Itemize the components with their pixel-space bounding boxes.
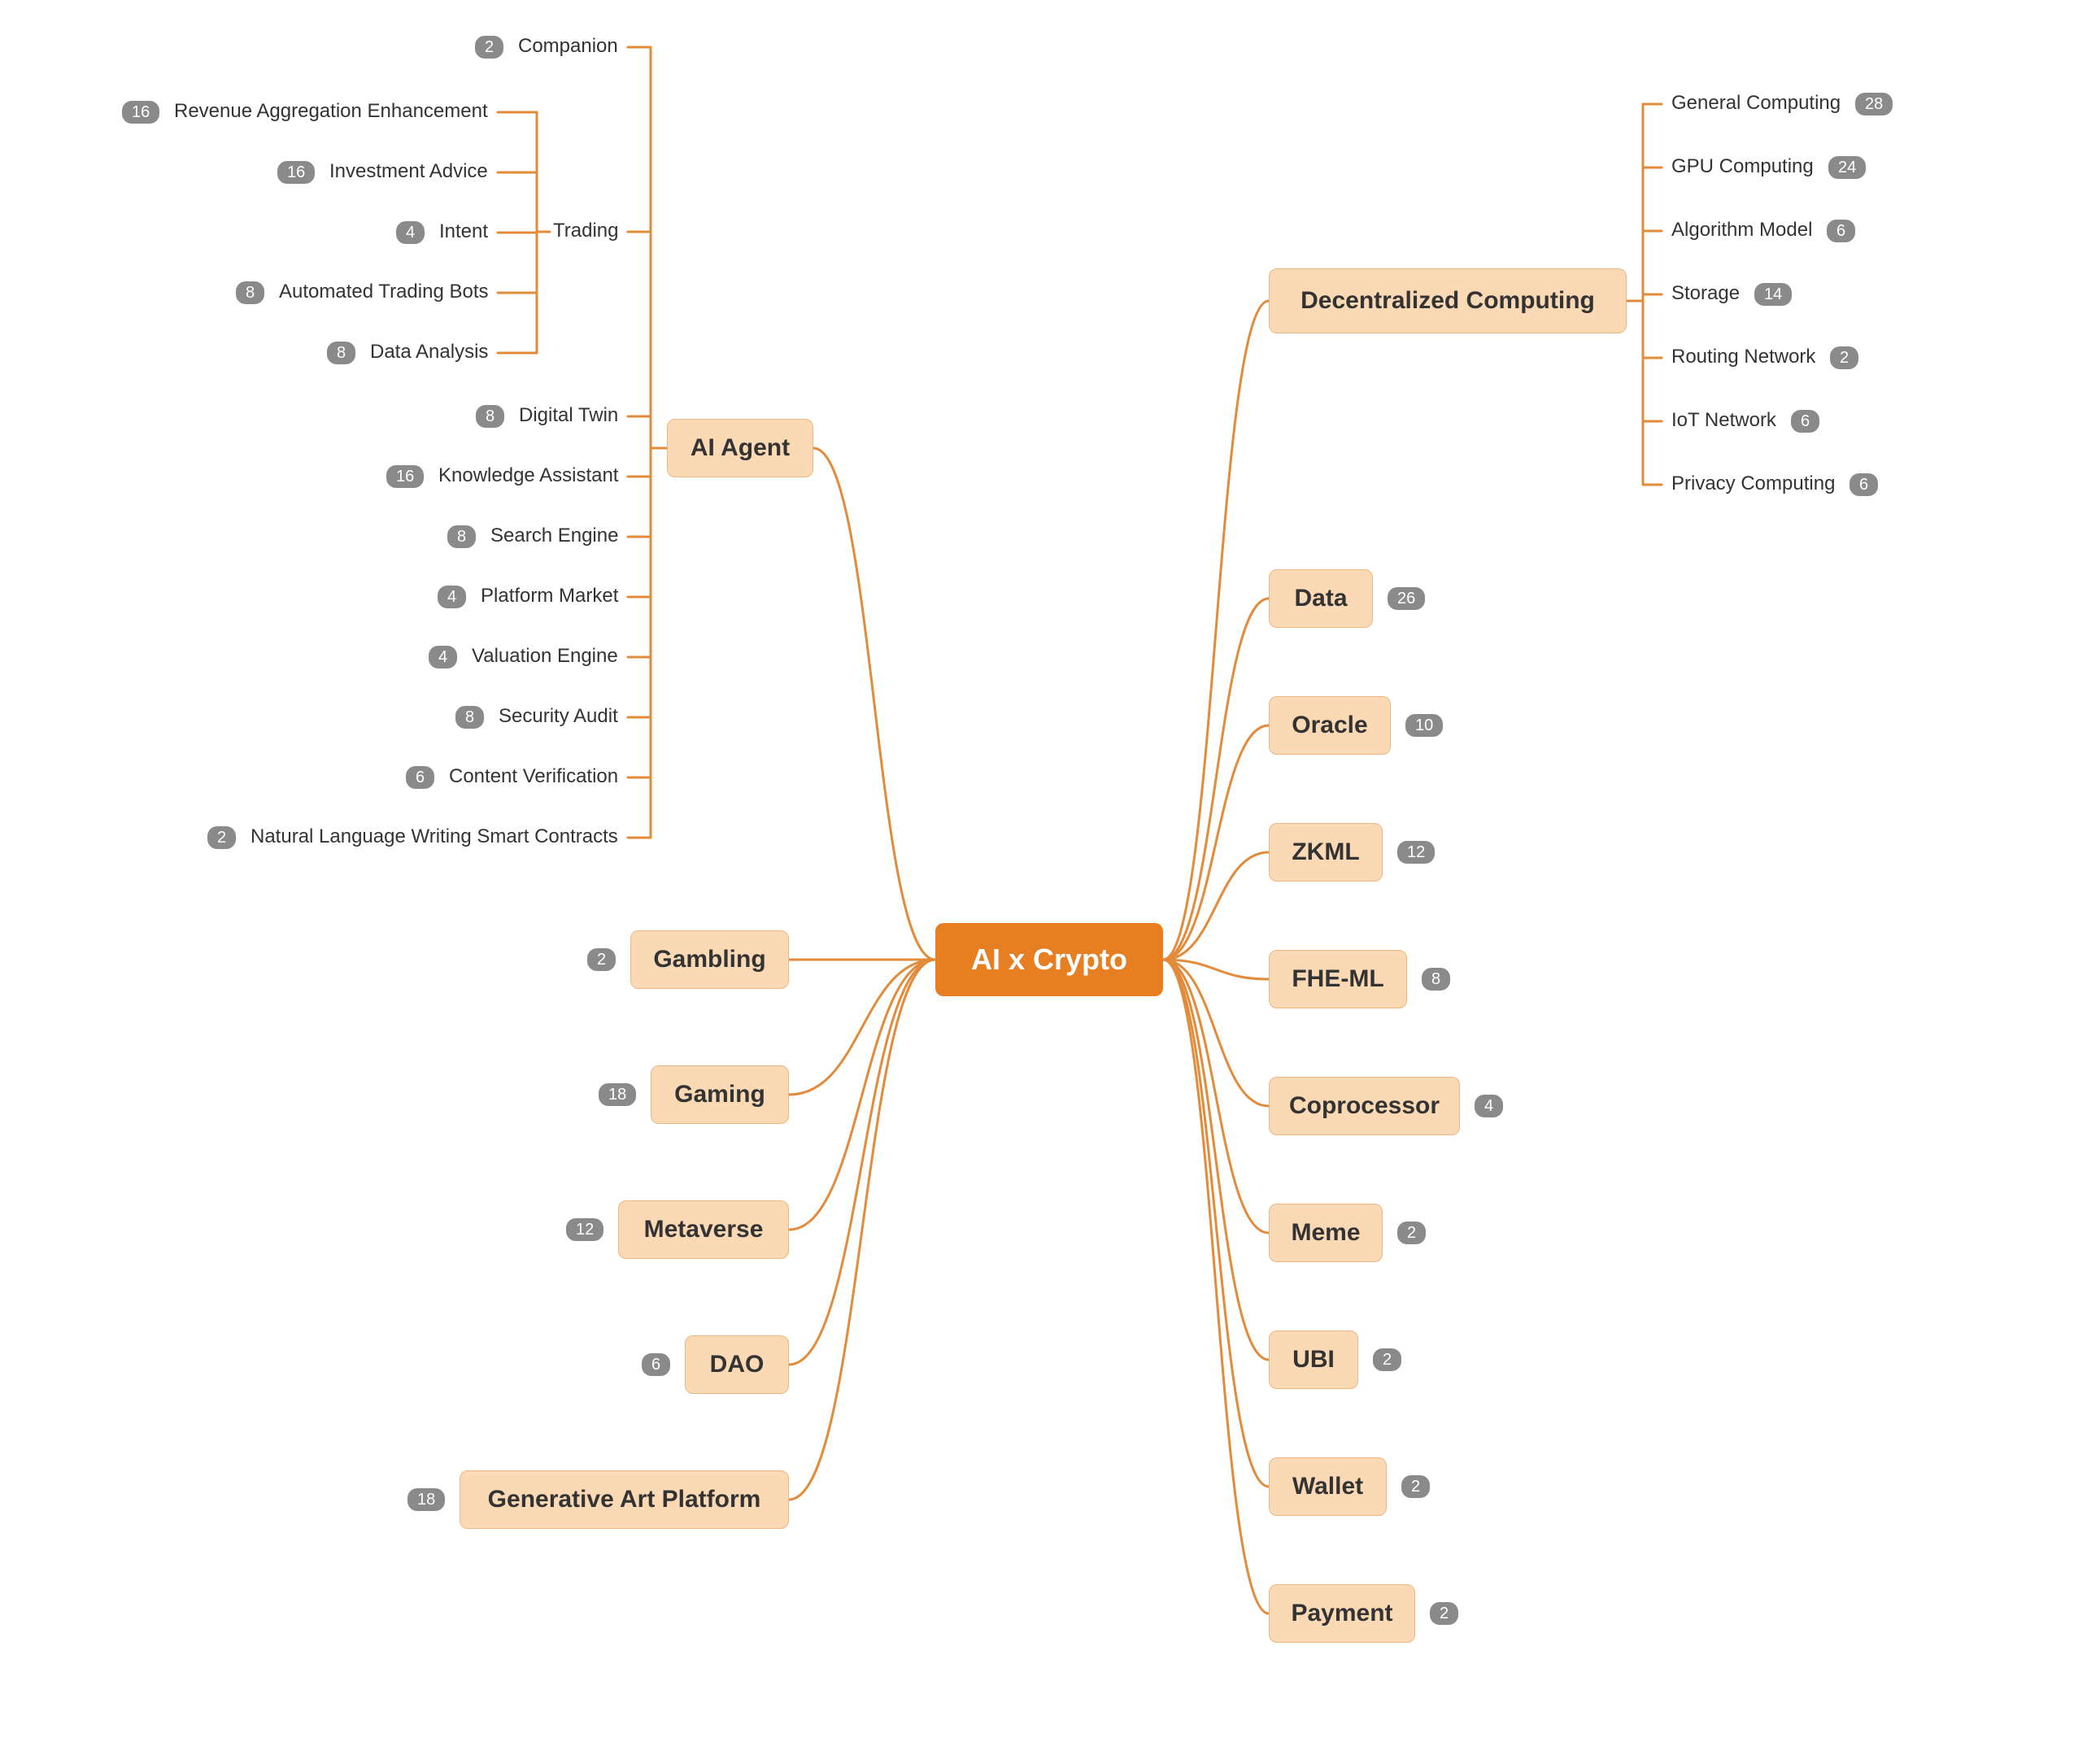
leaf-ai-agent-4: Search Engine — [490, 525, 618, 547]
leaf-decentralized-computing-4: Routing Network — [1671, 346, 1815, 368]
leaf-ai-agent-1-0: Revenue Aggregation Enhancement — [174, 100, 488, 123]
badge-ai-agent-9: 2 — [207, 826, 236, 849]
badge-zkml: 12 — [1397, 841, 1435, 864]
leaf-decentralized-computing-6: Privacy Computing — [1671, 472, 1835, 495]
badge-decentralized-computing-4: 2 — [1830, 346, 1858, 369]
badge-ai-agent-4: 8 — [447, 525, 476, 548]
badge-data: 26 — [1388, 587, 1425, 610]
branch-gen-art[interactable]: Generative Art Platform — [460, 1470, 789, 1529]
branch-metaverse[interactable]: Metaverse — [618, 1200, 789, 1259]
leaf-ai-agent-3: Knowledge Assistant — [438, 464, 618, 487]
badge-ai-agent-1-2: 4 — [396, 221, 425, 244]
leaf-decentralized-computing-3: Storage — [1671, 282, 1740, 305]
leaf-decentralized-computing-0: General Computing — [1671, 92, 1841, 115]
leaf-ai-agent-9: Natural Language Writing Smart Contracts — [251, 825, 618, 848]
leaf-ai-agent-1-3: Automated Trading Bots — [279, 281, 488, 303]
badge-oracle: 10 — [1405, 714, 1443, 737]
badge-ai-agent-8: 6 — [406, 766, 434, 789]
leaf-ai-agent-2: Digital Twin — [519, 404, 618, 427]
badge-decentralized-computing-1: 24 — [1828, 156, 1866, 179]
badge-ai-agent-1-0: 16 — [122, 101, 159, 124]
badge-metaverse: 12 — [566, 1218, 603, 1241]
branch-coprocessor[interactable]: Coprocessor — [1269, 1077, 1460, 1135]
badge-ai-agent-6: 4 — [429, 646, 457, 668]
badge-ai-agent-0: 2 — [475, 36, 503, 59]
badge-ai-agent-5: 4 — [438, 586, 466, 608]
mindmap-canvas: AI x Crypto AI Agent Companion Trading Digit… — [0, 0, 2100, 1755]
leaf-ai-agent-1-2: Intent — [439, 220, 488, 243]
badge-ubi: 2 — [1373, 1348, 1401, 1371]
leaf-decentralized-computing-5: IoT Network — [1671, 409, 1776, 432]
badge-gen-art: 18 — [407, 1488, 445, 1511]
badge-coprocessor: 4 — [1475, 1095, 1503, 1117]
badge-meme: 2 — [1397, 1222, 1426, 1244]
badge-wallet: 2 — [1401, 1475, 1430, 1498]
branch-payment[interactable]: Payment — [1269, 1584, 1415, 1643]
branch-dao[interactable]: DAO — [685, 1335, 789, 1394]
leaf-ai-agent-8: Content Verification — [449, 765, 618, 788]
leaf-ai-agent-1-1: Investment Advice — [329, 160, 488, 183]
badge-payment: 2 — [1430, 1602, 1458, 1625]
badge-ai-agent-1-3: 8 — [236, 281, 264, 304]
leaf-ai-agent-1-4: Data Analysis — [370, 341, 488, 364]
branch-decentralized-computing[interactable]: Decentralized Computing — [1269, 268, 1627, 333]
root-node[interactable]: AI x Crypto — [935, 923, 1163, 996]
leaf-ai-agent-5: Platform Market — [481, 585, 618, 608]
leaf-decentralized-computing-1: GPU Computing — [1671, 155, 1814, 178]
leaf-ai-agent-1: Trading — [553, 220, 618, 242]
branch-zkml[interactable]: ZKML — [1269, 823, 1383, 882]
badge-ai-agent-1-4: 8 — [327, 342, 355, 364]
badge-gambling: 2 — [587, 948, 616, 971]
connector-layer — [0, 0, 2100, 1755]
branch-ai-agent[interactable]: AI Agent — [667, 419, 813, 477]
branch-gambling[interactable]: Gambling — [630, 930, 789, 989]
branch-gaming[interactable]: Gaming — [651, 1065, 789, 1124]
leaf-ai-agent-0: Companion — [518, 35, 618, 58]
badge-decentralized-computing-6: 6 — [1849, 473, 1878, 496]
badge-decentralized-computing-0: 28 — [1855, 93, 1893, 115]
badge-ai-agent-3: 16 — [386, 465, 424, 488]
leaf-decentralized-computing-2: Algorithm Model — [1671, 219, 1812, 242]
badge-dao: 6 — [642, 1353, 670, 1376]
badge-ai-agent-1-1: 16 — [277, 161, 315, 184]
badge-decentralized-computing-3: 14 — [1754, 283, 1792, 306]
leaf-ai-agent-6: Valuation Engine — [472, 645, 618, 668]
badge-fhe-ml: 8 — [1422, 968, 1450, 991]
badge-ai-agent-7: 8 — [455, 706, 484, 729]
badge-gaming: 18 — [599, 1083, 636, 1106]
branch-data[interactable]: Data — [1269, 569, 1373, 628]
badge-ai-agent-2: 8 — [476, 405, 504, 428]
branch-oracle[interactable]: Oracle — [1269, 696, 1391, 755]
badge-decentralized-computing-2: 6 — [1827, 220, 1855, 242]
branch-fhe-ml[interactable]: FHE-ML — [1269, 950, 1407, 1008]
badge-decentralized-computing-5: 6 — [1791, 410, 1819, 433]
leaf-ai-agent-7: Security Audit — [499, 705, 618, 728]
branch-ubi[interactable]: UBI — [1269, 1330, 1358, 1389]
branch-meme[interactable]: Meme — [1269, 1204, 1383, 1262]
branch-wallet[interactable]: Wallet — [1269, 1457, 1387, 1516]
